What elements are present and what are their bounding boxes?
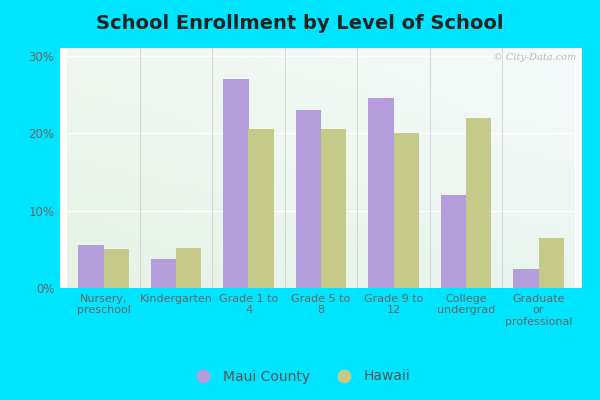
Bar: [321, 129, 346, 288]
Bar: [223, 79, 248, 288]
Bar: [513, 269, 539, 288]
Bar: [466, 118, 491, 288]
Bar: [368, 98, 394, 288]
Bar: [296, 110, 321, 288]
Bar: [151, 258, 176, 288]
Bar: [78, 246, 104, 288]
Text: © City-Data.com: © City-Data.com: [493, 53, 577, 62]
Legend: Maui County, Hawaii: Maui County, Hawaii: [184, 364, 416, 389]
Bar: [440, 195, 466, 288]
Bar: [176, 248, 202, 288]
Bar: [248, 129, 274, 288]
Bar: [104, 249, 129, 288]
Text: School Enrollment by Level of School: School Enrollment by Level of School: [96, 14, 504, 33]
Bar: [539, 238, 564, 288]
Bar: [394, 133, 419, 288]
